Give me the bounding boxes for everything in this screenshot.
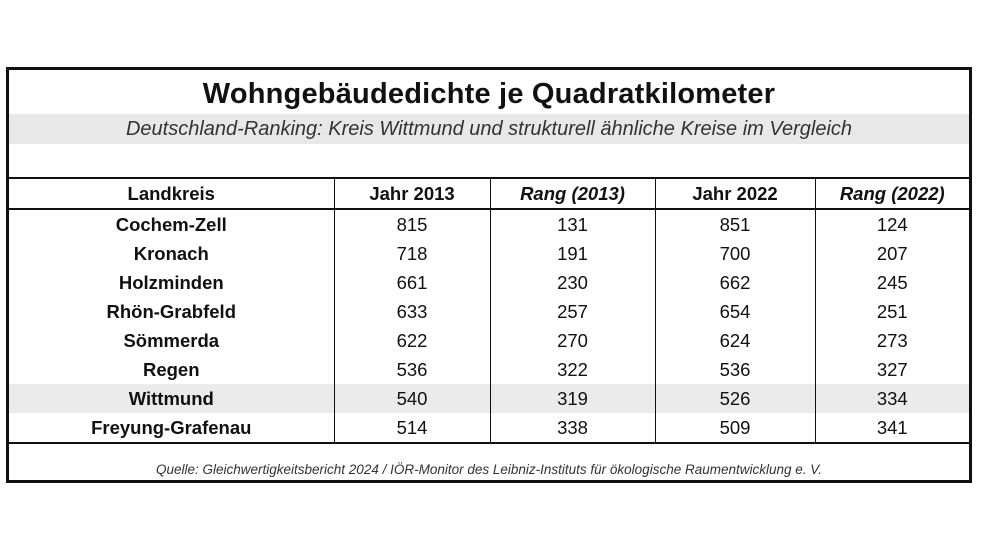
header-jahr-2022: Jahr 2022 [654, 177, 815, 210]
cell-jahr-2022: 509 [654, 413, 815, 444]
cell-rang-2013: 230 [489, 268, 655, 297]
cell-jahr-2013: 661 [333, 268, 490, 297]
cell-jahr-2013: 536 [333, 355, 490, 384]
cell-rang-2013: 270 [489, 326, 655, 355]
table-row: Sömmerda 622 270 624 273 [9, 326, 969, 355]
cell-rang-2013: 319 [489, 384, 655, 413]
ranking-table: Landkreis Jahr 2013 Rang (2013) Jahr 202… [9, 177, 969, 444]
cell-jahr-2022: 662 [654, 268, 815, 297]
table-row-highlighted: Wittmund 540 319 526 334 [9, 384, 969, 413]
cell-rang-2013: 257 [489, 297, 655, 326]
cell-landkreis: Cochem-Zell [115, 214, 227, 235]
cell-jahr-2013: 718 [333, 239, 490, 268]
cell-rang-2022: 251 [814, 297, 969, 326]
cell-jahr-2022: 536 [654, 355, 815, 384]
page-title: Wohngebäudedichte je Quadratkilometer [202, 78, 776, 110]
cell-jahr-2022: 654 [654, 297, 815, 326]
cell-jahr-2013: 514 [333, 413, 490, 444]
table-row: Rhön-Grabfeld 633 257 654 251 [9, 297, 969, 326]
cell-jahr-2022: 526 [654, 384, 815, 413]
header-jahr-2013: Jahr 2013 [333, 177, 490, 210]
cell-landkreis: Wittmund [9, 384, 334, 413]
cell-rang-2013: 338 [489, 413, 655, 444]
source-note: Quelle: Gleichwertigkeitsbericht 2024 / … [155, 462, 823, 477]
cell-rang-2022: 207 [814, 239, 969, 268]
cell-landkreis: Regen [142, 359, 200, 380]
cell-rang-2022: 124 [814, 209, 969, 239]
header-landkreis: Landkreis [9, 177, 334, 210]
table-row: Regen 536 322 536 327 [9, 355, 969, 384]
subtitle: Deutschland-Ranking: Kreis Wittmund und … [9, 114, 969, 144]
cell-landkreis: Kronach [133, 243, 209, 264]
cell-landkreis: Sömmerda [123, 330, 220, 351]
table-row: Cochem-Zell 815 131 851 124 [9, 209, 969, 239]
cell-rang-2013: 131 [489, 209, 655, 239]
cell-landkreis: Freyung-Grafenau [9, 413, 334, 444]
cell-rang-2022: 245 [814, 268, 969, 297]
table-row: Freyung-Grafenau 514 338 509 341 [9, 413, 969, 444]
table-row: Kronach 718 191 700 207 [9, 239, 969, 268]
cell-jahr-2022: 851 [654, 209, 815, 239]
cell-jahr-2013: 622 [333, 326, 490, 355]
table-row: Holzminden 661 230 662 245 [9, 268, 969, 297]
cell-landkreis: Rhön-Grabfeld [106, 301, 237, 322]
cell-rang-2022: 327 [814, 355, 969, 384]
cell-jahr-2013: 815 [333, 209, 490, 239]
header-rang-2013: Rang (2013) [489, 177, 655, 210]
cell-jahr-2022: 700 [654, 239, 815, 268]
cell-rang-2022: 273 [814, 326, 969, 355]
cell-jahr-2013: 633 [333, 297, 490, 326]
table-frame: Wohngebäudedichte je Quadratkilometer De… [6, 67, 972, 483]
cell-rang-2013: 191 [489, 239, 655, 268]
header-rang-2022: Rang (2022) [814, 177, 969, 210]
cell-rang-2022: 341 [814, 413, 969, 444]
table-header-row: Landkreis Jahr 2013 Rang (2013) Jahr 202… [9, 177, 969, 210]
cell-rang-2013: 322 [489, 355, 655, 384]
cell-landkreis: Holzminden [118, 272, 224, 293]
cell-jahr-2022: 624 [654, 326, 815, 355]
cell-rang-2022: 334 [814, 384, 969, 413]
cell-jahr-2013: 540 [333, 384, 490, 413]
